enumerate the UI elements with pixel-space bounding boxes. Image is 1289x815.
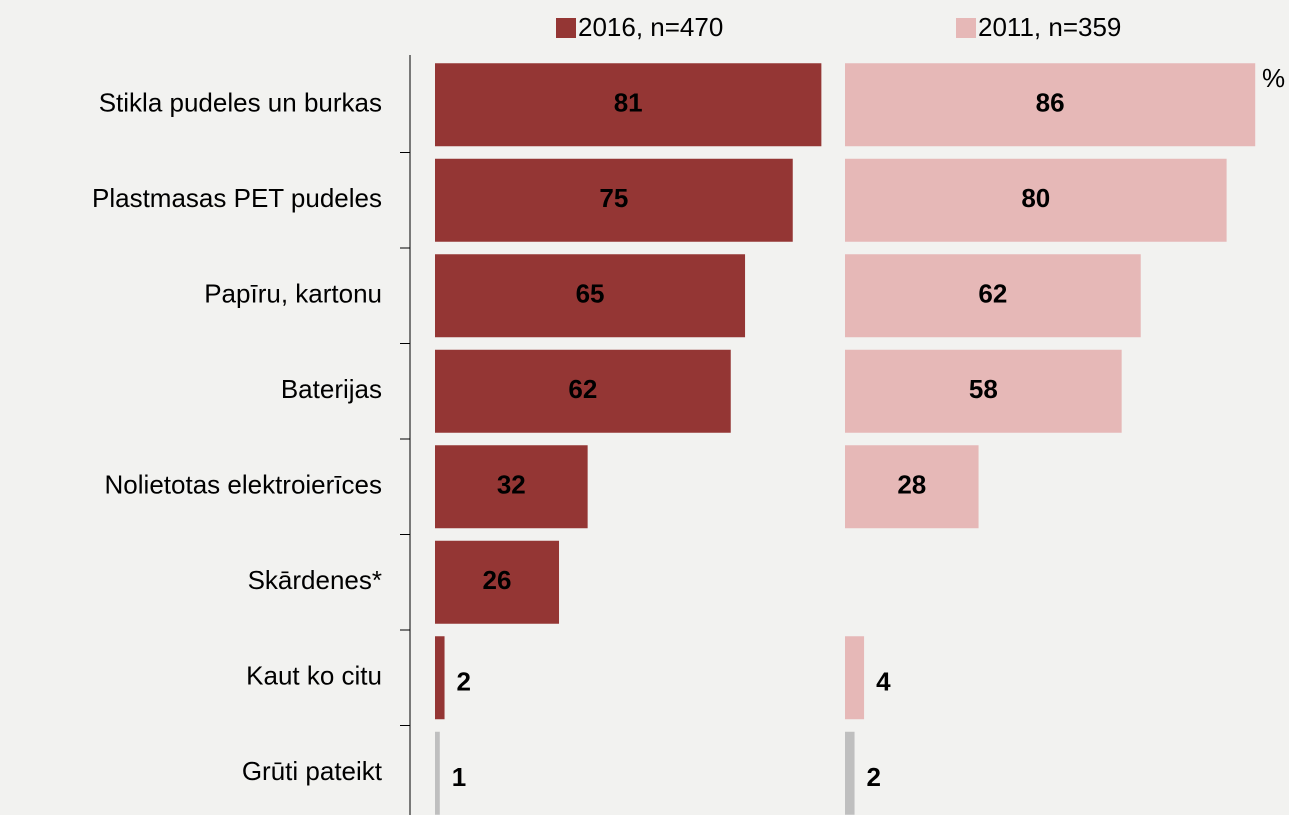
bar	[435, 158, 793, 242]
value-label: 65	[576, 279, 605, 309]
legend-label: 2016, n=470	[578, 12, 723, 42]
bar	[845, 349, 1122, 433]
legend-swatch	[956, 18, 976, 38]
value-label: 75	[599, 183, 628, 213]
value-label: 81	[614, 88, 643, 118]
bar	[845, 445, 979, 529]
value-label: 2	[457, 667, 471, 697]
bar	[845, 636, 865, 720]
bar	[435, 349, 731, 433]
bar	[435, 445, 588, 529]
bar	[845, 731, 855, 815]
category-label: Skārdenes*	[248, 565, 382, 595]
category-label: Plastmasas PET pudeles	[92, 183, 382, 213]
legend-swatch	[556, 18, 576, 38]
value-label: 62	[568, 374, 597, 404]
category-label: Stikla pudeles un burkas	[99, 88, 382, 118]
annotation: %	[1262, 63, 1285, 93]
bar	[845, 254, 1141, 338]
bar	[435, 63, 822, 147]
bar	[845, 158, 1227, 242]
value-label: 1	[452, 762, 466, 792]
bar	[435, 254, 746, 338]
bar	[435, 540, 560, 624]
bar	[845, 63, 1256, 147]
value-label: 86	[1036, 88, 1065, 118]
category-label: Baterijas	[281, 374, 382, 404]
value-label: 80	[1021, 183, 1050, 213]
value-label: 58	[969, 374, 998, 404]
value-label: 28	[897, 470, 926, 500]
value-label: 32	[497, 470, 526, 500]
legend-label: 2011, n=359	[978, 12, 1121, 42]
category-label: Papīru, kartonu	[204, 279, 382, 309]
value-label: 26	[483, 565, 512, 595]
category-label: Kaut ko citu	[246, 661, 382, 691]
category-label: Nolietotas elektroierīces	[105, 470, 382, 500]
category-label: Grūti pateikt	[242, 756, 383, 786]
bar	[435, 636, 445, 720]
value-label: 62	[978, 279, 1007, 309]
bar	[435, 731, 440, 815]
value-label: 2	[867, 762, 881, 792]
value-label: 4	[876, 667, 891, 697]
